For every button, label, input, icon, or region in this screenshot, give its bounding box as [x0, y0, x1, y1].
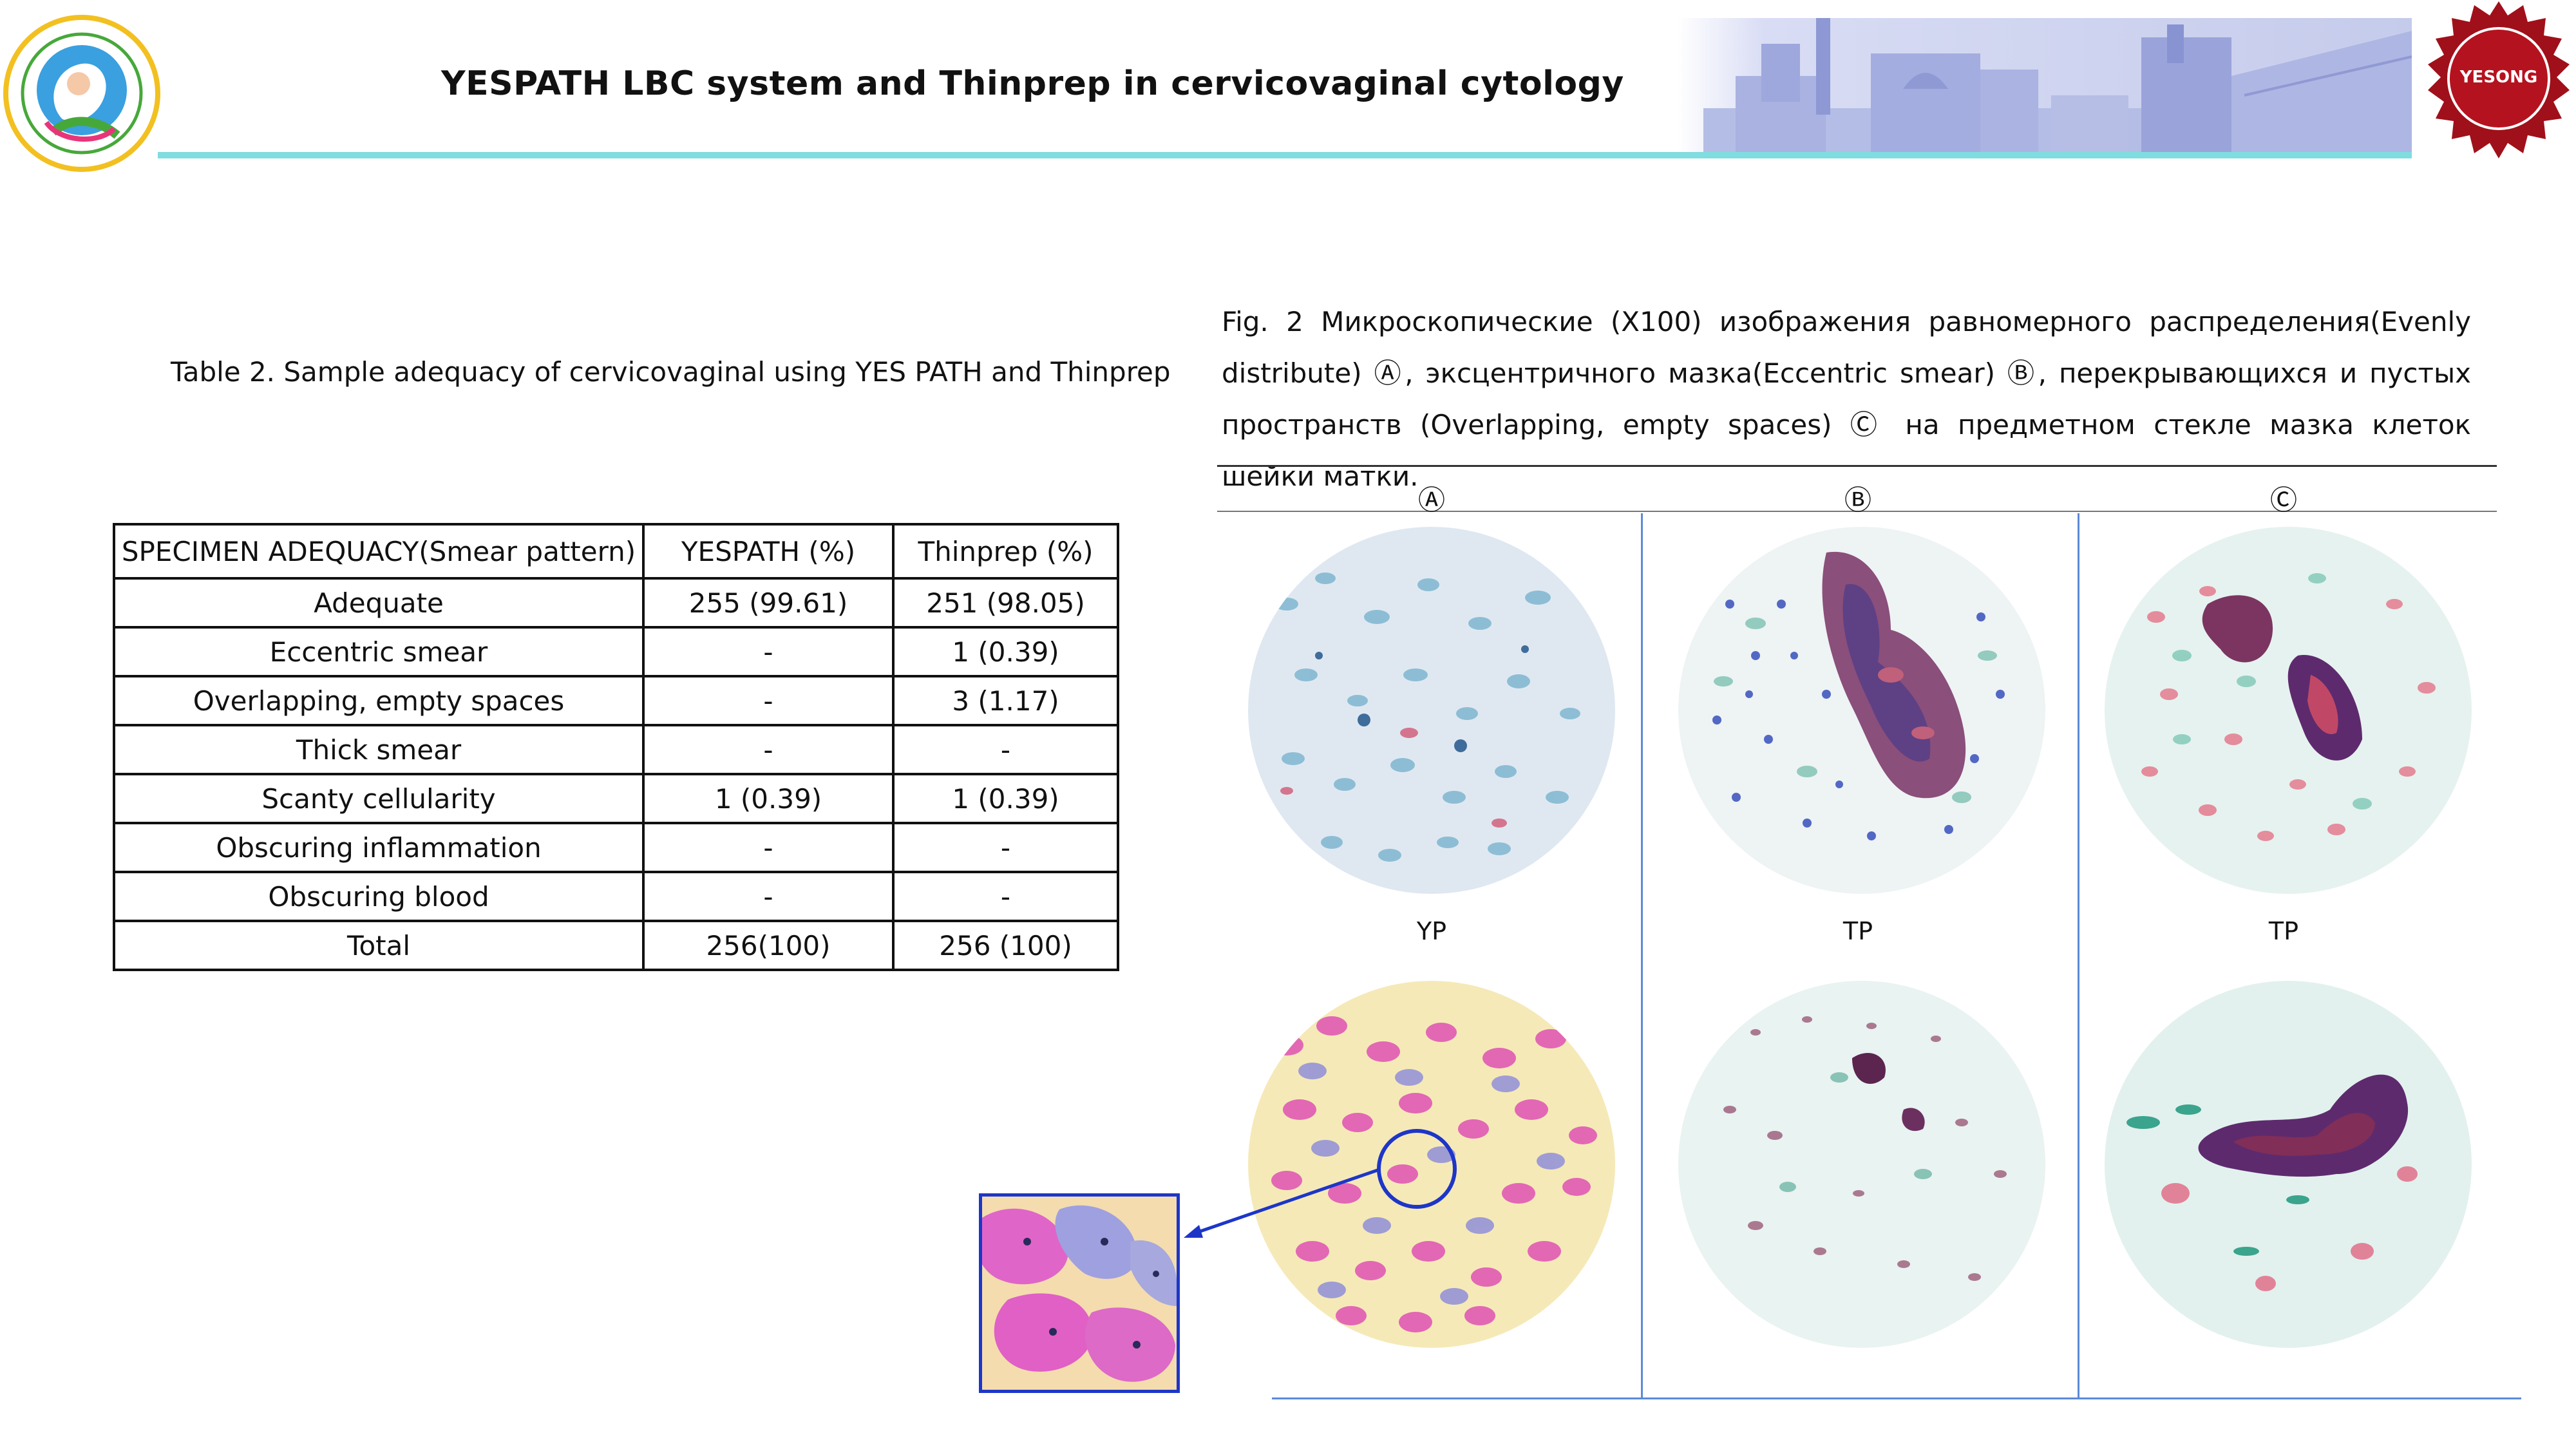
- yespath-value: -: [642, 675, 895, 726]
- yespath-value: -: [642, 724, 895, 775]
- figure-bottom-rule: [1272, 1397, 2521, 1399]
- column-header-yespath: YESPATH (%): [642, 523, 895, 580]
- yesong-logo-text: YESONG: [2459, 68, 2538, 87]
- figure-caption: Fig. 2 Микроскопические (X100) изображен…: [1222, 306, 2471, 492]
- yespath-value: 255 (99.61): [642, 577, 895, 629]
- zoom-region-circle: [1377, 1129, 1457, 1209]
- yespath-value: -: [642, 626, 895, 677]
- table-row: Obscuring blood - -: [113, 871, 1119, 922]
- table-row: Thick smear - -: [113, 724, 1119, 775]
- thinprep-value: 256 (100): [892, 920, 1119, 971]
- row-label: Scanty cellularity: [113, 773, 645, 824]
- row-label: Eccentric smear: [113, 626, 645, 677]
- column-letter-b: Ⓑ: [1844, 484, 1871, 516]
- table-row: Obscuring inflammation - -: [113, 822, 1119, 873]
- thinprep-value: 3 (1.17): [892, 675, 1119, 726]
- column-header-thinprep: Thinprep (%): [892, 523, 1119, 580]
- micrograph-yp-evenly: [1248, 527, 1615, 894]
- column-letter-c: Ⓒ: [2269, 484, 2297, 516]
- column-letter-a: Ⓐ: [1417, 484, 1445, 516]
- row-label: Obscuring blood: [113, 871, 645, 922]
- zoom-arrow: [1184, 1168, 1380, 1238]
- yespath-value: 1 (0.39): [642, 773, 895, 824]
- table-row: Total 256(100) 256 (100): [113, 920, 1119, 971]
- slide-title: YESPATH LBC system and Thinprep in cervi…: [441, 64, 1624, 103]
- row-label: Obscuring inflammation: [113, 822, 645, 873]
- thinprep-value: -: [892, 724, 1119, 775]
- table-header-row: SPECIMEN ADEQUACY(Smear pattern) YESPATH…: [113, 523, 1119, 580]
- thinprep-value: 1 (0.39): [892, 626, 1119, 677]
- thinprep-value: -: [892, 822, 1119, 873]
- adequacy-table: SPECIMEN ADEQUACY(Smear pattern) YESPATH…: [113, 523, 1119, 971]
- column-divider: [2078, 513, 2079, 1399]
- row-label: Thick smear: [113, 724, 645, 775]
- figure-header-rule: [1217, 511, 2497, 512]
- table-row: Adequate 255 (99.61) 251 (98.05): [113, 577, 1119, 629]
- thinprep-value: 251 (98.05): [892, 577, 1119, 629]
- thinprep-value: 1 (0.39): [892, 773, 1119, 824]
- micrograph-tp-cluster: [2105, 981, 2472, 1348]
- table-row: Overlapping, empty spaces - 3 (1.17): [113, 675, 1119, 726]
- city-skyline-image: [1678, 18, 2412, 153]
- yespath-value: -: [642, 822, 895, 873]
- column-label-b: TP: [1842, 917, 1873, 945]
- table-row: Scanty cellularity 1 (0.39) 1 (0.39): [113, 773, 1119, 824]
- yespath-value: 256(100): [642, 920, 895, 971]
- column-label-a: YP: [1416, 917, 1447, 945]
- micrograph-tp-scanty: [1678, 981, 2045, 1348]
- row-label: Adequate: [113, 577, 645, 629]
- row-label: Overlapping, empty spaces: [113, 675, 645, 726]
- micrograph-tp-eccentric: [1678, 527, 2045, 894]
- micrograph-tp-overlapping: [2105, 527, 2472, 894]
- column-divider: [1641, 513, 1643, 1399]
- column-label-c: TP: [2268, 917, 2299, 945]
- figure-top-rule: [1217, 465, 2497, 467]
- yesong-logo: YESONG: [2421, 0, 2576, 160]
- thinprep-value: -: [892, 871, 1119, 922]
- institution-logo: [1, 13, 162, 174]
- header-divider: [158, 152, 2412, 158]
- table-row: Eccentric smear - 1 (0.39): [113, 626, 1119, 677]
- table-caption: Table 2. Sample adequacy of cervicovagin…: [171, 356, 1171, 388]
- yespath-value: -: [642, 871, 895, 922]
- zoomed-inset-image: [979, 1193, 1180, 1393]
- column-header-adequacy: SPECIMEN ADEQUACY(Smear pattern): [113, 523, 645, 580]
- row-label: Total: [113, 920, 645, 971]
